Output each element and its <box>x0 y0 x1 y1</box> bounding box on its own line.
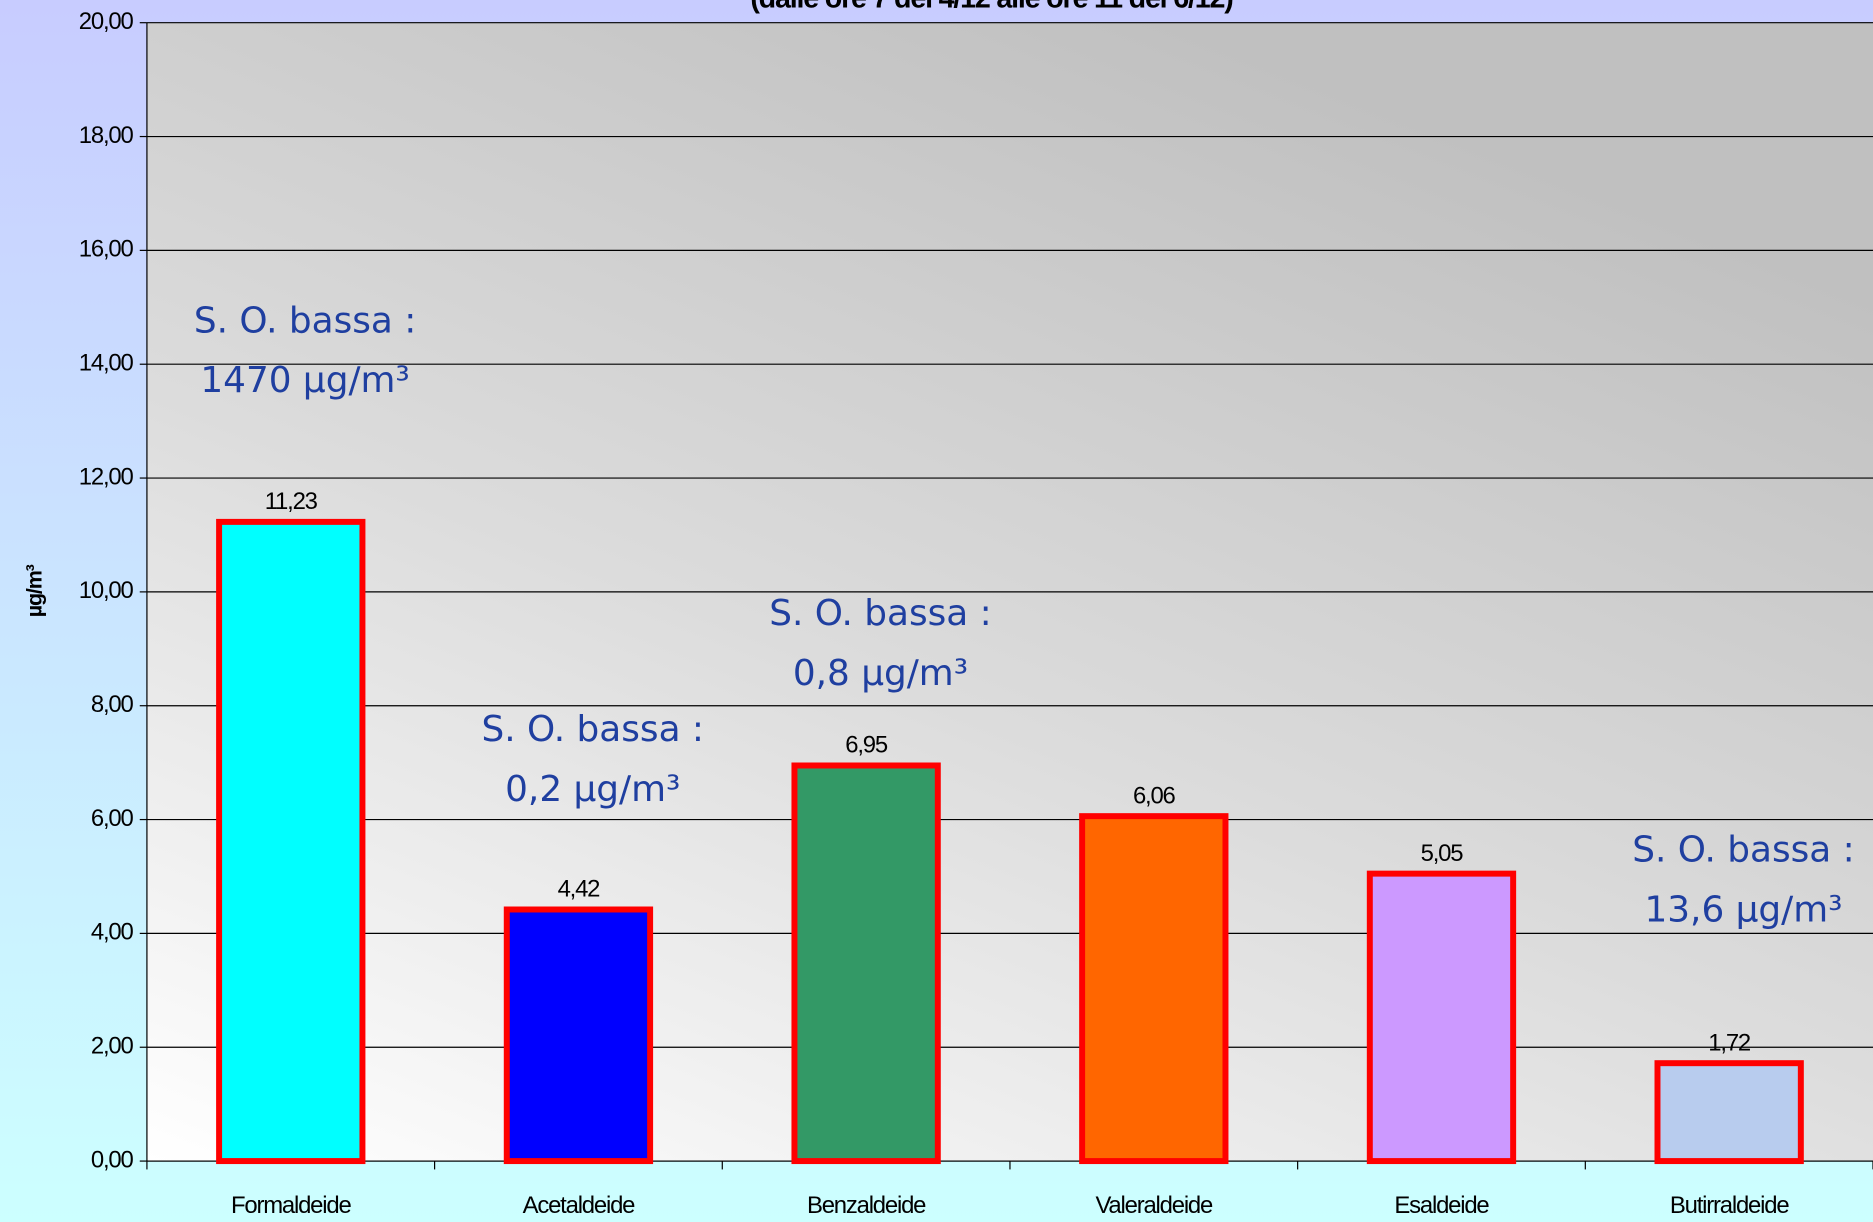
y-axis-label: µg/m³ <box>23 564 47 617</box>
y-tick-label: 2,00 <box>91 1033 134 1060</box>
y-tick-label: 10,00 <box>79 577 134 604</box>
x-tick-label: Esaldeide <box>1394 1192 1489 1219</box>
value-label: 6,06 <box>1133 782 1176 809</box>
x-tick-label: Benzaldeide <box>807 1192 926 1219</box>
y-tick-label: 14,00 <box>79 350 134 377</box>
value-label: 6,95 <box>845 732 888 759</box>
value-label: 5,05 <box>1421 840 1464 867</box>
annotation: 13,6 µg/m³ <box>1644 889 1842 930</box>
annotation: S. O. bassa : <box>1632 830 1855 871</box>
y-tick-label: 18,00 <box>79 122 134 149</box>
x-tick-label: Valeraldeide <box>1095 1192 1213 1219</box>
y-tick-label: 12,00 <box>79 463 134 490</box>
value-label: 11,23 <box>265 488 318 515</box>
y-tick-label: 16,00 <box>79 236 134 263</box>
chart-subtitle: (dalle ore 7 del 4/12 alle ore 11 del 6/… <box>750 0 1233 15</box>
y-tick-label: 0,00 <box>91 1146 134 1173</box>
value-label: 1,72 <box>1708 1029 1751 1056</box>
bar <box>791 762 941 1165</box>
annotation: 0,2 µg/m³ <box>505 769 680 810</box>
y-tick-label: 20,00 <box>79 8 134 35</box>
x-tick-label: Butirraldeide <box>1670 1192 1789 1219</box>
x-tick-label: Acetaldeide <box>523 1192 636 1219</box>
annotation: S. O. bassa : <box>769 593 992 634</box>
annotation: 0,8 µg/m³ <box>793 653 968 694</box>
bar <box>216 518 366 1165</box>
y-tick-label: 4,00 <box>91 919 134 946</box>
value-label: 4,42 <box>558 876 601 903</box>
y-tick-label: 6,00 <box>91 805 134 832</box>
bar <box>503 906 654 1165</box>
y-tick-label: 8,00 <box>91 691 134 718</box>
bar <box>1366 870 1517 1165</box>
annotation: S. O. bassa : <box>482 709 705 750</box>
annotation: 1470 µg/m³ <box>200 360 409 401</box>
bar <box>1654 1060 1804 1165</box>
annotation: S. O. bassa : <box>194 301 416 342</box>
x-tick-label: Formaldeide <box>231 1192 351 1219</box>
bar <box>1079 813 1229 1165</box>
